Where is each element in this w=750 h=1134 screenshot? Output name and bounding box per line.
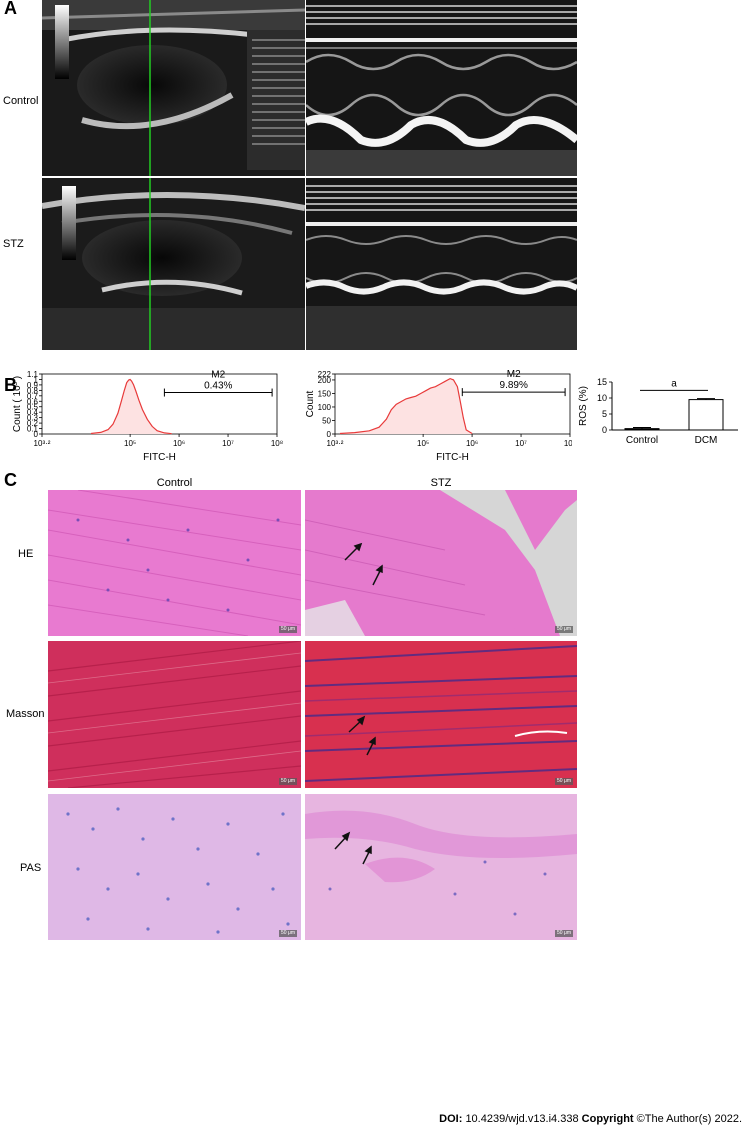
mmode-image-stz — [306, 178, 577, 350]
histogram-line — [339, 377, 473, 435]
x-axis-label: FITC-H — [143, 452, 176, 463]
significance-label: a — [671, 378, 677, 389]
he-image-control: 50 μm — [48, 490, 301, 636]
scale-bar: 50 μm — [279, 626, 297, 633]
col-label-stz: STZ — [430, 477, 452, 489]
x-tick-label: 10⁸ — [564, 439, 572, 448]
panel-letter-c: C — [4, 470, 17, 490]
y-tick-label: 0.9 — [27, 381, 39, 390]
plot-frame — [41, 373, 278, 435]
pas-image-control: 50 μm — [48, 794, 301, 940]
y-tick-label: 100 — [318, 403, 332, 412]
x-tick-label: 10⁵ — [417, 439, 429, 448]
copyright-value: ©The Author(s) 2022. — [636, 1113, 742, 1125]
y-tick-label: 150 — [318, 389, 332, 398]
y-tick-label: 50 — [322, 416, 331, 425]
x-tick-label: 10⁶ — [466, 439, 478, 448]
y-tick-label: 15 — [597, 377, 607, 387]
doi-label: DOI: — [439, 1113, 463, 1125]
x-tick-label: 10⁵ — [124, 439, 136, 448]
x-tick-label: 10⁷ — [222, 439, 234, 448]
row-label-masson: Masson — [6, 708, 45, 720]
row-label-control: Control — [3, 95, 39, 107]
histogram-area — [90, 379, 172, 434]
col-label-control: Control — [156, 477, 193, 489]
bmode-image-stz — [42, 178, 305, 350]
masson-image-stz: 50 μm — [305, 641, 577, 788]
histogram-line — [90, 378, 172, 435]
x-tick-label: Control — [626, 435, 658, 446]
y-tick-label: 0.2 — [27, 419, 39, 428]
copyright-label: Copyright — [581, 1113, 634, 1125]
y-tick-label: 200 — [318, 376, 332, 385]
x-tick-label: 10⁸ — [271, 439, 283, 448]
y-tick-label: 5 — [602, 409, 607, 419]
y-tick-label: 1 — [34, 375, 39, 384]
gate-label: M2 — [211, 370, 225, 381]
pas-image-stz: 50 μm — [305, 794, 577, 940]
x-tick-label: 10⁶ — [173, 439, 185, 448]
gate-label: M2 — [507, 369, 521, 380]
scale-bar: 50 μm — [555, 626, 573, 633]
scale-bar: 50 μm — [555, 778, 573, 785]
y-tick-label: 0.3 — [27, 414, 39, 423]
row-label-he: HE — [18, 548, 34, 560]
y-tick-label: 222 — [318, 370, 332, 379]
scale-bar: 50 μm — [279, 778, 297, 785]
y-tick-label: 0.5 — [27, 403, 39, 412]
y-tick-label: 0.7 — [27, 392, 39, 401]
ros-bar-chart: 0 5 10 15 Control DCM a ROS (%) — [578, 377, 738, 446]
histogram-area — [339, 378, 473, 434]
panel-letter-b: B — [4, 375, 17, 395]
y-tick-label: 0.1 — [27, 425, 39, 434]
x-axis-label: FITC-H — [436, 452, 469, 463]
x-tick-label: 10³·² — [34, 439, 51, 448]
bar-control — [624, 428, 660, 431]
doi-value: 10.4239/wjd.v13.i4.338 — [465, 1113, 579, 1125]
x-tick-label: 10³·² — [327, 439, 344, 448]
y-tick-label: 0.4 — [27, 408, 39, 417]
x-tick-label: 10⁷ — [515, 439, 527, 448]
y-tick-label: 0 — [34, 430, 39, 439]
y-axis-label: Count ( 10³ ) — [12, 376, 23, 432]
row-label-pas: PAS — [20, 862, 42, 874]
gate-value: 9.89% — [500, 380, 528, 391]
flow-histogram-control: 00.10.20.30.40.50.60.70.80.911.1 10³·² 10⁵… — [12, 370, 283, 463]
y-tick-label: 0.6 — [27, 397, 39, 406]
y-tick-label: 0 — [327, 430, 332, 439]
x-tick-label: DCM — [695, 435, 718, 446]
y-tick-label: 1.1 — [27, 370, 39, 379]
bar-dcm — [688, 399, 724, 431]
mmode-image-control — [306, 0, 577, 176]
y-axis-label: ROS (%) — [578, 386, 589, 426]
y-tick-label: 0 — [602, 425, 607, 435]
he-image-stz: 50 μm — [305, 490, 577, 636]
gate-value: 0.43% — [204, 381, 232, 392]
citation-footer: DOI: 10.4239/wjd.v13.i4.338 Copyright ©T… — [0, 1113, 742, 1125]
y-axis-label: Count — [305, 390, 316, 417]
y-tick-label: 10 — [597, 393, 607, 403]
bmode-image-control — [42, 0, 305, 176]
scale-bar: 50 μm — [279, 930, 297, 937]
panel-letter-a: A — [4, 0, 17, 18]
masson-image-control: 50 μm — [48, 641, 301, 788]
row-label-stz: STZ — [3, 238, 24, 250]
scale-bar: 50 μm — [555, 930, 573, 937]
y-tick-label: 0.8 — [27, 386, 39, 395]
